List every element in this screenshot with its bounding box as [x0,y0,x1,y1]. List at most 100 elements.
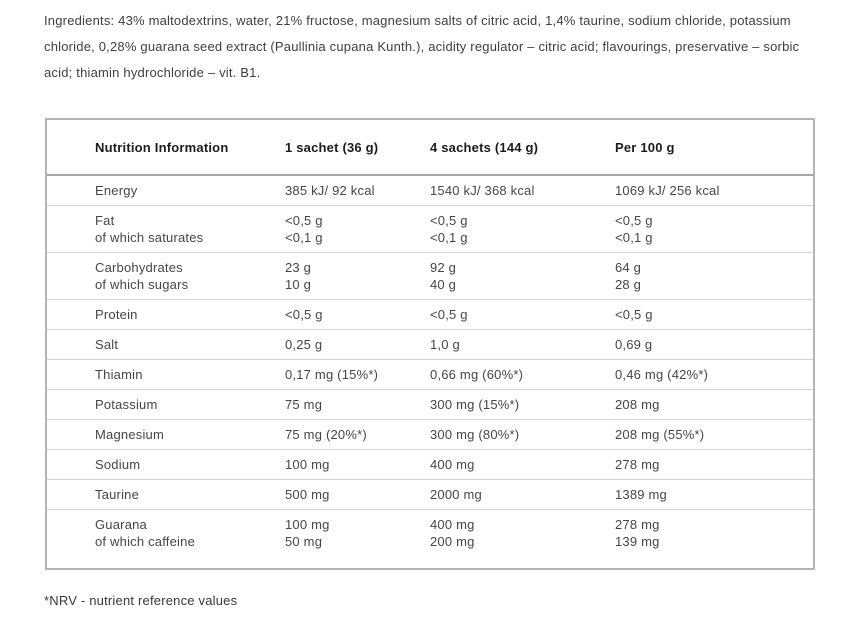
table-cell: Protein [95,306,285,323]
nutrient-value: 208 mg (55%*) [615,427,705,442]
nutrient-value: 1069 kJ/ 256 kcal [615,183,720,198]
table-row: Guarana of which caffeine 100 mg 50 mg 400 m… [47,510,813,556]
table-cell: 300 mg (15%*) [430,396,615,413]
nutrient-value: 10 g [285,277,312,292]
table-cell: <0,5 g <0,1 g [285,212,430,246]
nutrient-value: 100 mg [285,517,330,532]
table-cell: <0,5 g [430,306,615,323]
ingredients-text: Ingredients: 43% maltodextrins, water, 2… [44,13,800,80]
table-cell: 23 g 10 g [285,259,430,293]
table-cell: 0,66 mg (60%*) [430,366,615,383]
table-cell: <0,5 g <0,1 g [615,212,813,246]
table-cell: 64 g 28 g [615,259,813,293]
table-cell: 278 mg 139 mg [615,516,813,550]
nutrient-value: 0,69 g [615,337,653,352]
nutrient-value: <0,5 g [615,307,653,322]
nutrient-value: 300 mg (15%*) [430,397,520,412]
table-body: Energy 385 kJ/ 92 kcal 1540 kJ/ 368 kcal 10… [47,176,813,556]
nutrient-name: Magnesium [95,427,164,442]
table-cell: 500 mg [285,486,430,503]
table-cell: Fat of which saturates [95,212,285,246]
nutrient-name: Salt [95,337,119,352]
nutrient-name: Taurine [95,487,140,502]
nutrient-value: 75 mg [285,397,323,412]
column-header-nutrition-information: Nutrition Information [95,139,229,155]
table-cell: 75 mg [285,396,430,413]
nutrient-name: Protein [95,307,138,322]
nutrient-value: <0,1 g [615,230,653,245]
table-cell: <0,5 g <0,1 g [430,212,615,246]
table-cell: 0,46 mg (42%*) [615,366,813,383]
table-cell: Magnesium [95,426,285,443]
column-header-1-sachet: 1 sachet (36 g) [285,139,379,155]
table-cell: Salt [95,336,285,353]
table-cell: 92 g 40 g [430,259,615,293]
nutrition-table: Nutrition Information 1 sachet (36 g) 4 … [45,118,815,570]
table-cell: <0,5 g [615,306,813,323]
nutrient-value: 92 g [430,260,457,275]
table-row: Sodium 100 mg 400 mg 278 mg [47,450,813,480]
table-cell: 385 kJ/ 92 kcal [285,182,430,199]
table-row: Energy 385 kJ/ 92 kcal 1540 kJ/ 368 kcal 10… [47,176,813,206]
table-cell: 300 mg (80%*) [430,426,615,443]
nutrient-value: <0,5 g [430,307,468,322]
nutrient-value: 0,46 mg (42%*) [615,367,709,382]
table-cell: 278 mg [615,456,813,473]
nutrient-value: 75 mg (20%*) [285,427,367,442]
nutrient-value: <0,1 g [285,230,323,245]
table-cell: 1389 mg [615,486,813,503]
table-cell: Thiamin [95,366,285,383]
table-row: Fat of which saturates <0,5 g <0,1 g <0,5 g <… [47,206,813,253]
table-row: Potassium 75 mg 300 mg (15%*) 208 mg [47,390,813,420]
nutrient-value: 1,0 g [430,337,460,352]
nutrient-value: <0,5 g [285,307,323,322]
table-row: Salt 0,25 g 1,0 g 0,69 g [47,330,813,360]
nutrient-value: <0,5 g [615,213,653,228]
nutrient-value: 1540 kJ/ 368 kcal [430,183,535,198]
nutrient-value: 139 mg [615,534,660,549]
nutrient-value: 0,66 mg (60%*) [430,367,524,382]
table-row: Carbohydrates of which sugars 23 g 10 g 92 g… [47,253,813,300]
nutrient-name: Energy [95,183,138,198]
table-cell: 1540 kJ/ 368 kcal [430,182,615,199]
table-row: Protein <0,5 g <0,5 g <0,5 g [47,300,813,330]
nutrient-name: Potassium [95,397,158,412]
nutrient-value: 278 mg [615,517,660,532]
table-row: Taurine 500 mg 2000 mg 1389 mg [47,480,813,510]
nutrient-value: 208 mg [615,397,660,412]
table-cell: 75 mg (20%*) [285,426,430,443]
table-cell: Potassium [95,396,285,413]
nutrient-value: 2000 mg [430,487,482,502]
table-cell: 1069 kJ/ 256 kcal [615,182,813,199]
table-cell: 208 mg (55%*) [615,426,813,443]
table-cell: 0,25 g [285,336,430,353]
nutrient-name: Fat [95,213,115,228]
table-cell: <0,5 g [285,306,430,323]
nutrient-name: Carbohydrates [95,260,183,275]
table-cell: 400 mg [430,456,615,473]
nutrient-name: of which saturates [95,230,204,245]
nutrient-value: 400 mg [430,457,475,472]
nutrient-value: 1389 mg [615,487,667,502]
nutrient-value: 100 mg [285,457,330,472]
nutrient-value: 400 mg [430,517,475,532]
table-cell: Sodium [95,456,285,473]
table-header-row: Nutrition Information 1 sachet (36 g) 4 … [47,120,813,176]
nutrient-value: 28 g [615,277,642,292]
nutrient-name: of which caffeine [95,534,195,549]
table-cell: 208 mg [615,396,813,413]
nutrient-value: 40 g [430,277,457,292]
table-cell: Guarana of which caffeine [95,516,285,550]
nutrient-name: Guarana [95,517,147,532]
table-cell: Carbohydrates of which sugars [95,259,285,293]
table-cell: Taurine [95,486,285,503]
nutrient-name: of which sugars [95,277,189,292]
table-cell: 100 mg [285,456,430,473]
table-cell: Energy [95,182,285,199]
nutrient-name: Thiamin [95,367,143,382]
nutrient-value: 278 mg [615,457,660,472]
table-cell: 0,17 mg (15%*) [285,366,430,383]
nutrient-value: <0,1 g [430,230,468,245]
nutrient-value: <0,5 g [430,213,468,228]
